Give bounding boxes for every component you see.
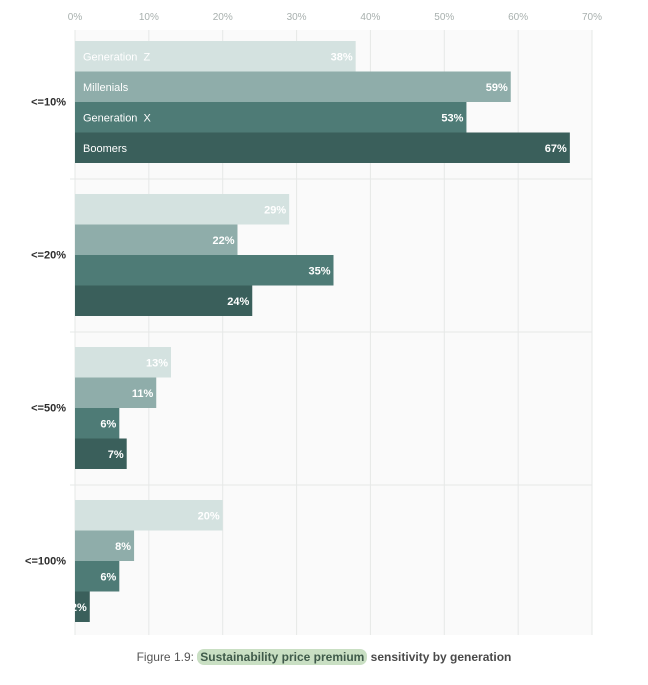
bar xyxy=(75,71,511,102)
bar-chart: 0% 10% 20% 30% 40% 50% 60% 70% 38% Generation Z 5… xyxy=(25,12,602,635)
x-tick-label: 30% xyxy=(287,12,307,23)
series-label: Generation Z xyxy=(83,51,151,63)
bar-value-label: 22% xyxy=(212,235,234,247)
bar xyxy=(75,41,356,72)
bar-value-label: 2% xyxy=(71,602,87,614)
bar xyxy=(75,591,90,622)
figure-caption: Figure 1.9: Sustainability price premium… xyxy=(0,649,648,665)
bar xyxy=(75,408,120,439)
bar-value-label: 6% xyxy=(100,418,116,430)
bar-value-label: 11% xyxy=(132,388,154,400)
bar xyxy=(75,224,238,255)
bar xyxy=(75,530,135,561)
category-labels: <=10% <=20% <=50% <=100% xyxy=(25,97,66,568)
series-label: Generation X xyxy=(83,112,152,124)
bar-value-label: 38% xyxy=(331,51,353,63)
bar xyxy=(75,102,467,133)
series-label: Boomers xyxy=(83,143,128,155)
x-axis-ticks: 0% 10% 20% 30% 40% 50% 60% 70% xyxy=(68,12,602,23)
bar xyxy=(75,500,223,531)
bar-value-label: 53% xyxy=(441,112,463,124)
bar-value-label: 24% xyxy=(227,296,249,308)
bar xyxy=(75,438,127,469)
caption-suffix: sensitivity by generation xyxy=(367,650,512,664)
bar xyxy=(75,561,120,592)
category-label: <=50% xyxy=(31,403,66,415)
bars: 38% Generation Z 59% Millenials 53% Generatio… xyxy=(71,41,570,622)
bar-value-label: 7% xyxy=(108,449,124,461)
series-label: Millenials xyxy=(83,82,129,94)
bar xyxy=(75,194,290,225)
caption-highlight: Sustainability price premium xyxy=(197,649,368,665)
bar-value-label: 35% xyxy=(308,265,330,277)
bar-value-label: 13% xyxy=(146,357,168,369)
bar-value-label: 29% xyxy=(264,204,286,216)
x-tick-label: 60% xyxy=(508,12,528,23)
category-label: <=20% xyxy=(31,250,66,262)
bar-value-label: 59% xyxy=(486,82,508,94)
bar xyxy=(75,377,157,408)
bar xyxy=(75,132,570,163)
category-label: <=10% xyxy=(31,97,66,109)
x-tick-label: 20% xyxy=(213,12,233,23)
bar-value-label: 8% xyxy=(115,541,131,553)
x-tick-label: 70% xyxy=(582,12,602,23)
x-tick-label: 10% xyxy=(139,12,159,23)
x-tick-label: 0% xyxy=(68,12,83,23)
x-tick-label: 50% xyxy=(434,12,454,23)
bar-value-label: 6% xyxy=(100,571,116,583)
bar-value-label: 20% xyxy=(198,510,220,522)
x-tick-label: 40% xyxy=(360,12,380,23)
caption-prefix: Figure 1.9: xyxy=(136,650,198,664)
bar xyxy=(75,255,334,286)
category-label: <=100% xyxy=(25,556,66,568)
bar xyxy=(75,285,253,316)
bar-value-label: 67% xyxy=(545,143,567,155)
bar xyxy=(75,347,172,378)
